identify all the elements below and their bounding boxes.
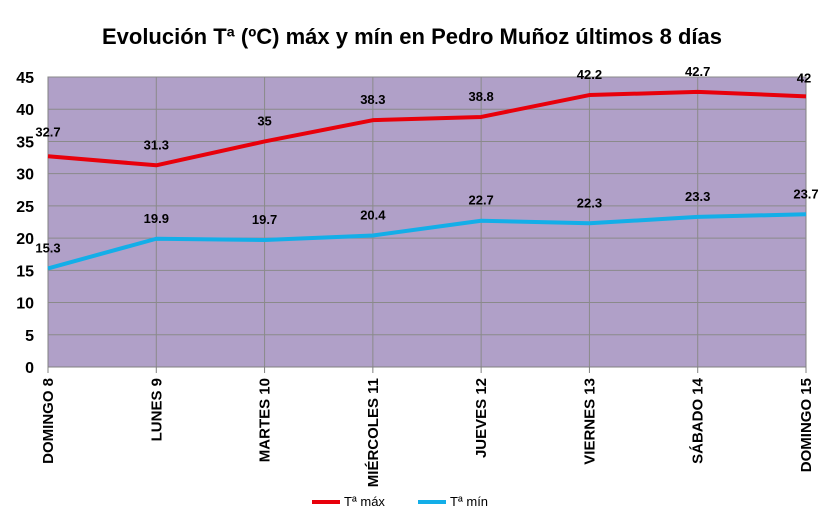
data-label: 32.7 bbox=[35, 124, 60, 139]
data-label: 23.7 bbox=[793, 186, 818, 201]
data-label: 31.3 bbox=[144, 137, 169, 152]
data-label: 38.3 bbox=[360, 92, 385, 107]
plot-area bbox=[47, 76, 807, 368]
data-label: 22.3 bbox=[577, 195, 602, 210]
y-tick-label: 40 bbox=[16, 102, 34, 119]
y-tick-label: 25 bbox=[16, 199, 34, 216]
x-tick-label: VIERNES 13 bbox=[581, 378, 598, 465]
data-label: 42.2 bbox=[577, 67, 602, 82]
series-line bbox=[47, 89, 807, 168]
data-label: 23.3 bbox=[685, 189, 710, 204]
series-lines bbox=[47, 89, 807, 271]
x-tick-label: SÁBADO 14 bbox=[690, 377, 707, 464]
y-tick-label: 35 bbox=[16, 134, 34, 151]
y-tick-label: 15 bbox=[16, 263, 34, 280]
x-tick-label: LUNES 9 bbox=[148, 378, 165, 441]
x-tick-label: MIÉRCOLES 11 bbox=[365, 378, 382, 487]
data-label: 22.7 bbox=[468, 193, 493, 208]
gridlines bbox=[48, 76, 806, 368]
legend-label: Tª máx bbox=[344, 494, 385, 509]
y-tick-label: 0 bbox=[25, 360, 34, 377]
chart-title: Evolución Tª (ºC) máx y mín en Pedro Muñ… bbox=[101, 24, 723, 49]
legend-label: Tª mín bbox=[450, 494, 488, 509]
data-label: 38.8 bbox=[468, 89, 493, 104]
x-tick-label: MARTES 10 bbox=[257, 378, 274, 462]
axes: 0 5 10 15 20 25 30 35 40 45 DOMINGO 8 LUNES 9 MARTES… bbox=[16, 70, 815, 487]
x-tick-label: JUEVES 12 bbox=[473, 378, 490, 458]
data-label: 42 bbox=[797, 70, 811, 85]
data-label: 20.4 bbox=[360, 208, 386, 223]
data-label: 35 bbox=[257, 113, 271, 128]
y-tick-label: 45 bbox=[16, 70, 34, 87]
series-line bbox=[47, 212, 807, 271]
y-tick-label: 20 bbox=[16, 231, 34, 248]
data-labels: 32.7 31.3 35 38.3 38.8 42.2 42.7 42 15.3 19.9 19.7… bbox=[35, 64, 818, 256]
data-label: 19.7 bbox=[252, 212, 277, 227]
y-tick-label: 5 bbox=[25, 328, 34, 345]
data-label: 19.9 bbox=[144, 211, 169, 226]
legend: Tª máx Tª mín bbox=[312, 494, 488, 509]
data-label: 15.3 bbox=[35, 240, 60, 255]
data-label: 42.7 bbox=[685, 64, 710, 79]
y-tick-label: 10 bbox=[16, 296, 34, 313]
x-tick-label: DOMINGO 8 bbox=[40, 378, 57, 464]
y-tick-label: 30 bbox=[16, 167, 34, 184]
x-tick-label: DOMINGO 15 bbox=[798, 378, 815, 472]
